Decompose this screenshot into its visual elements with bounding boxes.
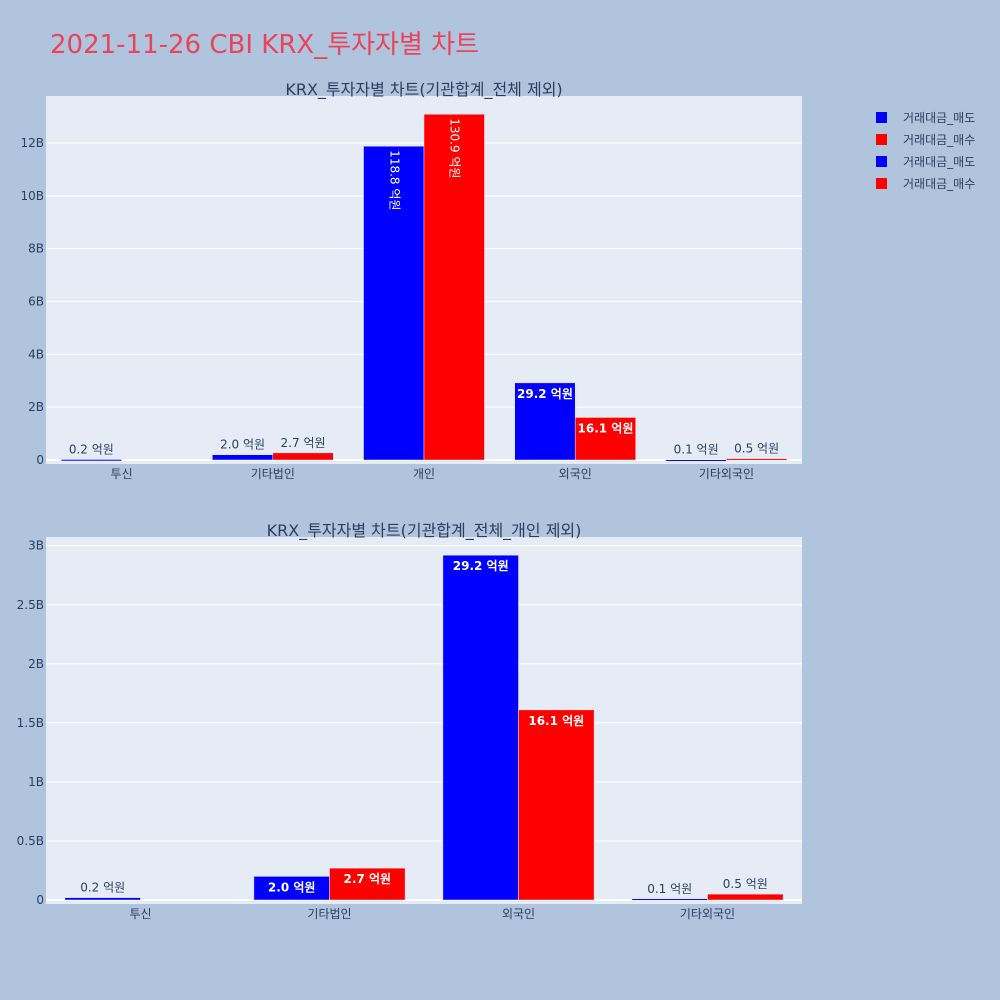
bar [707, 893, 784, 901]
x-tick-label: 기타외국인 [699, 467, 754, 481]
y-tick-label: 1.5B [17, 716, 44, 730]
legend[interactable]: 거래대금_매도 거래대금_매수 거래대금_매도 거래대금_매수 [876, 106, 975, 194]
x-tick-label: 기타외국인 [680, 907, 735, 921]
bar [363, 145, 425, 461]
bar-data-label: 130.9 억원 [448, 118, 462, 178]
x-tick-label: 투신 [111, 467, 133, 481]
bar [329, 867, 406, 901]
x-tick-label: 외국인 [559, 467, 592, 481]
bar-data-label: 29.2 억원 [453, 559, 509, 573]
legend-swatch-sell [876, 111, 887, 123]
bar [60, 459, 122, 462]
y-tick-label: 10B [20, 189, 44, 203]
y-tick-label: 1B [28, 775, 44, 789]
legend-item-buy-1[interactable]: 거래대금_매수 [876, 128, 975, 150]
legend-item-buy-2[interactable]: 거래대금_매수 [876, 172, 975, 194]
chart-2: 0 0.5B 1B 1.5B 2B 2.5B 3B KRX_투자자별 차트(기관합계_전체_개… [17, 521, 802, 921]
bar [574, 417, 636, 461]
legend-swatch-sell [876, 155, 887, 167]
y-tick-label: 0 [36, 893, 44, 907]
y-tick-label: 6B [28, 295, 44, 309]
bar-data-label: 0.1 억원 [674, 443, 719, 457]
bar-data-label: 0.2 억원 [69, 442, 114, 456]
bar [212, 454, 274, 461]
legend-item-sell-2[interactable]: 거래대금_매도 [876, 150, 975, 172]
bar [518, 709, 595, 901]
bar [64, 897, 141, 901]
bar-data-label: 118.8 억원 [387, 150, 401, 210]
bar [272, 452, 334, 461]
page-title: 2021-11-26 CBI KRX_투자자별 차트 [50, 30, 479, 60]
y-tick-label: 4B [28, 347, 44, 361]
bar [514, 382, 576, 461]
bar [423, 113, 485, 461]
y-tick-label: 2.5B [17, 598, 44, 612]
x-tick-label: 개인 [413, 467, 435, 481]
bar [631, 898, 708, 901]
legend-label: 거래대금_매수 [903, 176, 976, 191]
y-tick-label: 3B [28, 539, 44, 553]
chart-title: KRX_투자자별 차트(기관합계_전체 제외) [285, 80, 562, 100]
x-tick-label: 외국인 [502, 907, 535, 921]
legend-label: 거래대금_매수 [903, 132, 976, 147]
bar-data-label: 2.0 억원 [268, 880, 316, 894]
y-tick-label: 0 [36, 453, 44, 467]
legend-swatch-buy [876, 133, 887, 145]
bar-data-label: 2.7 억원 [281, 436, 326, 450]
bar-data-label: 16.1 억원 [578, 421, 634, 435]
bar-data-label: 16.1 억원 [528, 714, 584, 728]
bar-data-label: 0.2 억원 [80, 881, 125, 895]
legend-label: 거래대금_매도 [903, 154, 976, 169]
legend-item-sell-1[interactable]: 거래대금_매도 [876, 106, 975, 128]
legend-swatch-buy [876, 177, 887, 189]
bar-data-label: 0.5 억원 [723, 877, 768, 891]
y-tick-label: 0.5B [17, 834, 44, 848]
bar-data-label: 0.1 억원 [647, 882, 692, 896]
bar [665, 459, 727, 462]
bar-data-label: 2.7 억원 [344, 872, 392, 886]
chart-1: 0 2B 4B 6B 8B 10B 12B KRX_투자자별 차트(기관합계_전체 제외) 투신… [20, 80, 802, 481]
x-tick-label: 기타법인 [307, 907, 351, 921]
y-tick-label: 12B [20, 136, 44, 150]
bar-data-label: 2.0 억원 [220, 438, 265, 452]
x-tick-label: 투신 [129, 907, 151, 921]
y-tick-label: 8B [28, 242, 44, 256]
y-tick-label: 2B [28, 657, 44, 671]
chart-title: KRX_투자자별 차트(기관합계_전체_개인 제외) [267, 521, 582, 541]
bar [442, 554, 519, 901]
bar [726, 458, 788, 461]
legend-label: 거래대금_매도 [903, 110, 976, 125]
bar-data-label: 0.5 억원 [734, 442, 779, 456]
bar-data-label: 29.2 억원 [517, 387, 573, 401]
y-tick-label: 2B [28, 400, 44, 414]
x-tick-label: 기타법인 [251, 467, 295, 481]
plot-area [46, 537, 802, 904]
